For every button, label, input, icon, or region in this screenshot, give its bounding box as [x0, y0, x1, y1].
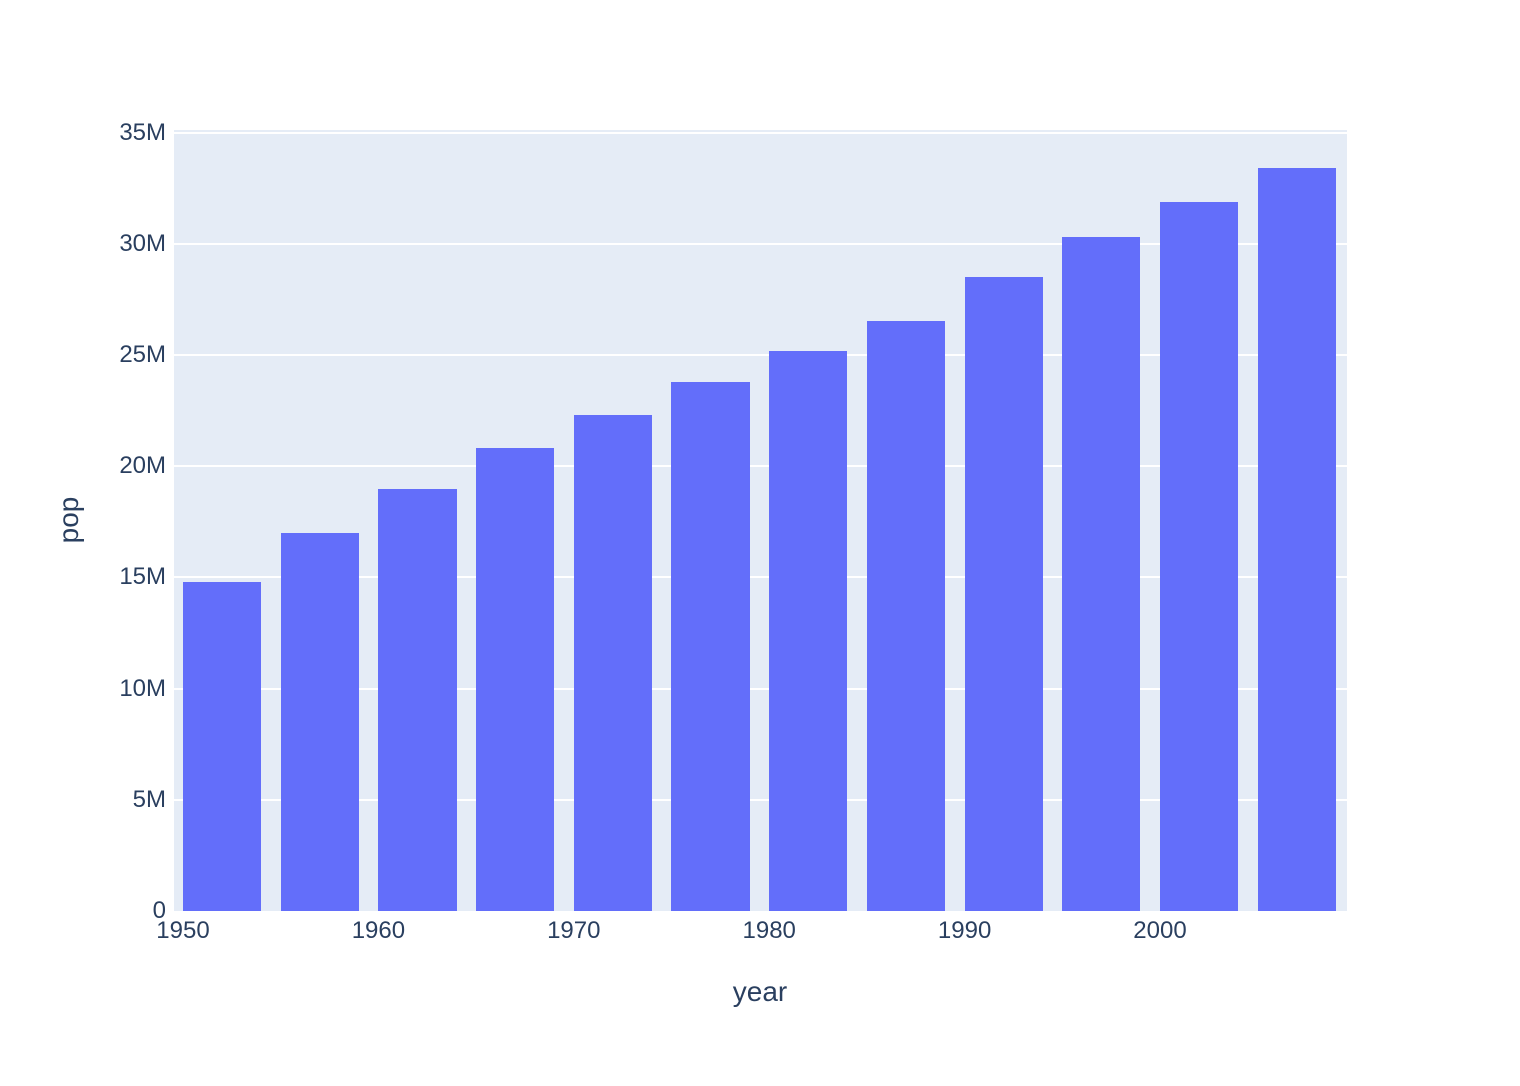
bar-1977[interactable]: [671, 381, 750, 911]
bar-1952[interactable]: [182, 582, 262, 911]
y-tick-label: 30M: [119, 229, 166, 257]
bar-2007[interactable]: [1257, 168, 1336, 911]
bar-1972[interactable]: [573, 415, 652, 911]
gridline: [174, 465, 1347, 468]
bar-1957[interactable]: [280, 532, 359, 911]
x-axis-title: year: [732, 976, 788, 1007]
plot-area: [174, 130, 1347, 911]
bar-1992[interactable]: [964, 276, 1043, 911]
y-tick-label: 35M: [119, 118, 166, 146]
gridline: [174, 242, 1347, 245]
gridline: [174, 687, 1347, 690]
y-tick-label: 10M: [119, 674, 166, 702]
x-tick-label: 1960: [351, 917, 406, 944]
x-tick-label: 1980: [742, 917, 796, 944]
bar-1987[interactable]: [866, 320, 946, 911]
y-tick-label: 25M: [119, 341, 166, 369]
x-tick-label: 2000: [1133, 917, 1187, 944]
y-tick-label: 0: [152, 897, 166, 924]
bar-1962[interactable]: [378, 488, 457, 911]
gridline: [174, 131, 1347, 134]
x-tick-label: 1950: [156, 917, 210, 944]
x-tick-label: 1970: [547, 917, 601, 944]
bar-1982[interactable]: [769, 350, 848, 911]
y-tick-label: 15M: [119, 563, 166, 591]
x-tick-label: 1990: [937, 917, 992, 944]
bar-1967[interactable]: [476, 448, 555, 911]
gridline: [174, 576, 1347, 579]
y-tick-label: 20M: [119, 452, 166, 480]
bar-1997[interactable]: [1062, 237, 1141, 911]
gridline: [174, 354, 1347, 357]
bar-2002[interactable]: [1160, 201, 1239, 911]
y-tick-label: 5M: [132, 785, 166, 813]
y-axis-title: pop: [53, 496, 84, 544]
gridline: [174, 798, 1347, 801]
